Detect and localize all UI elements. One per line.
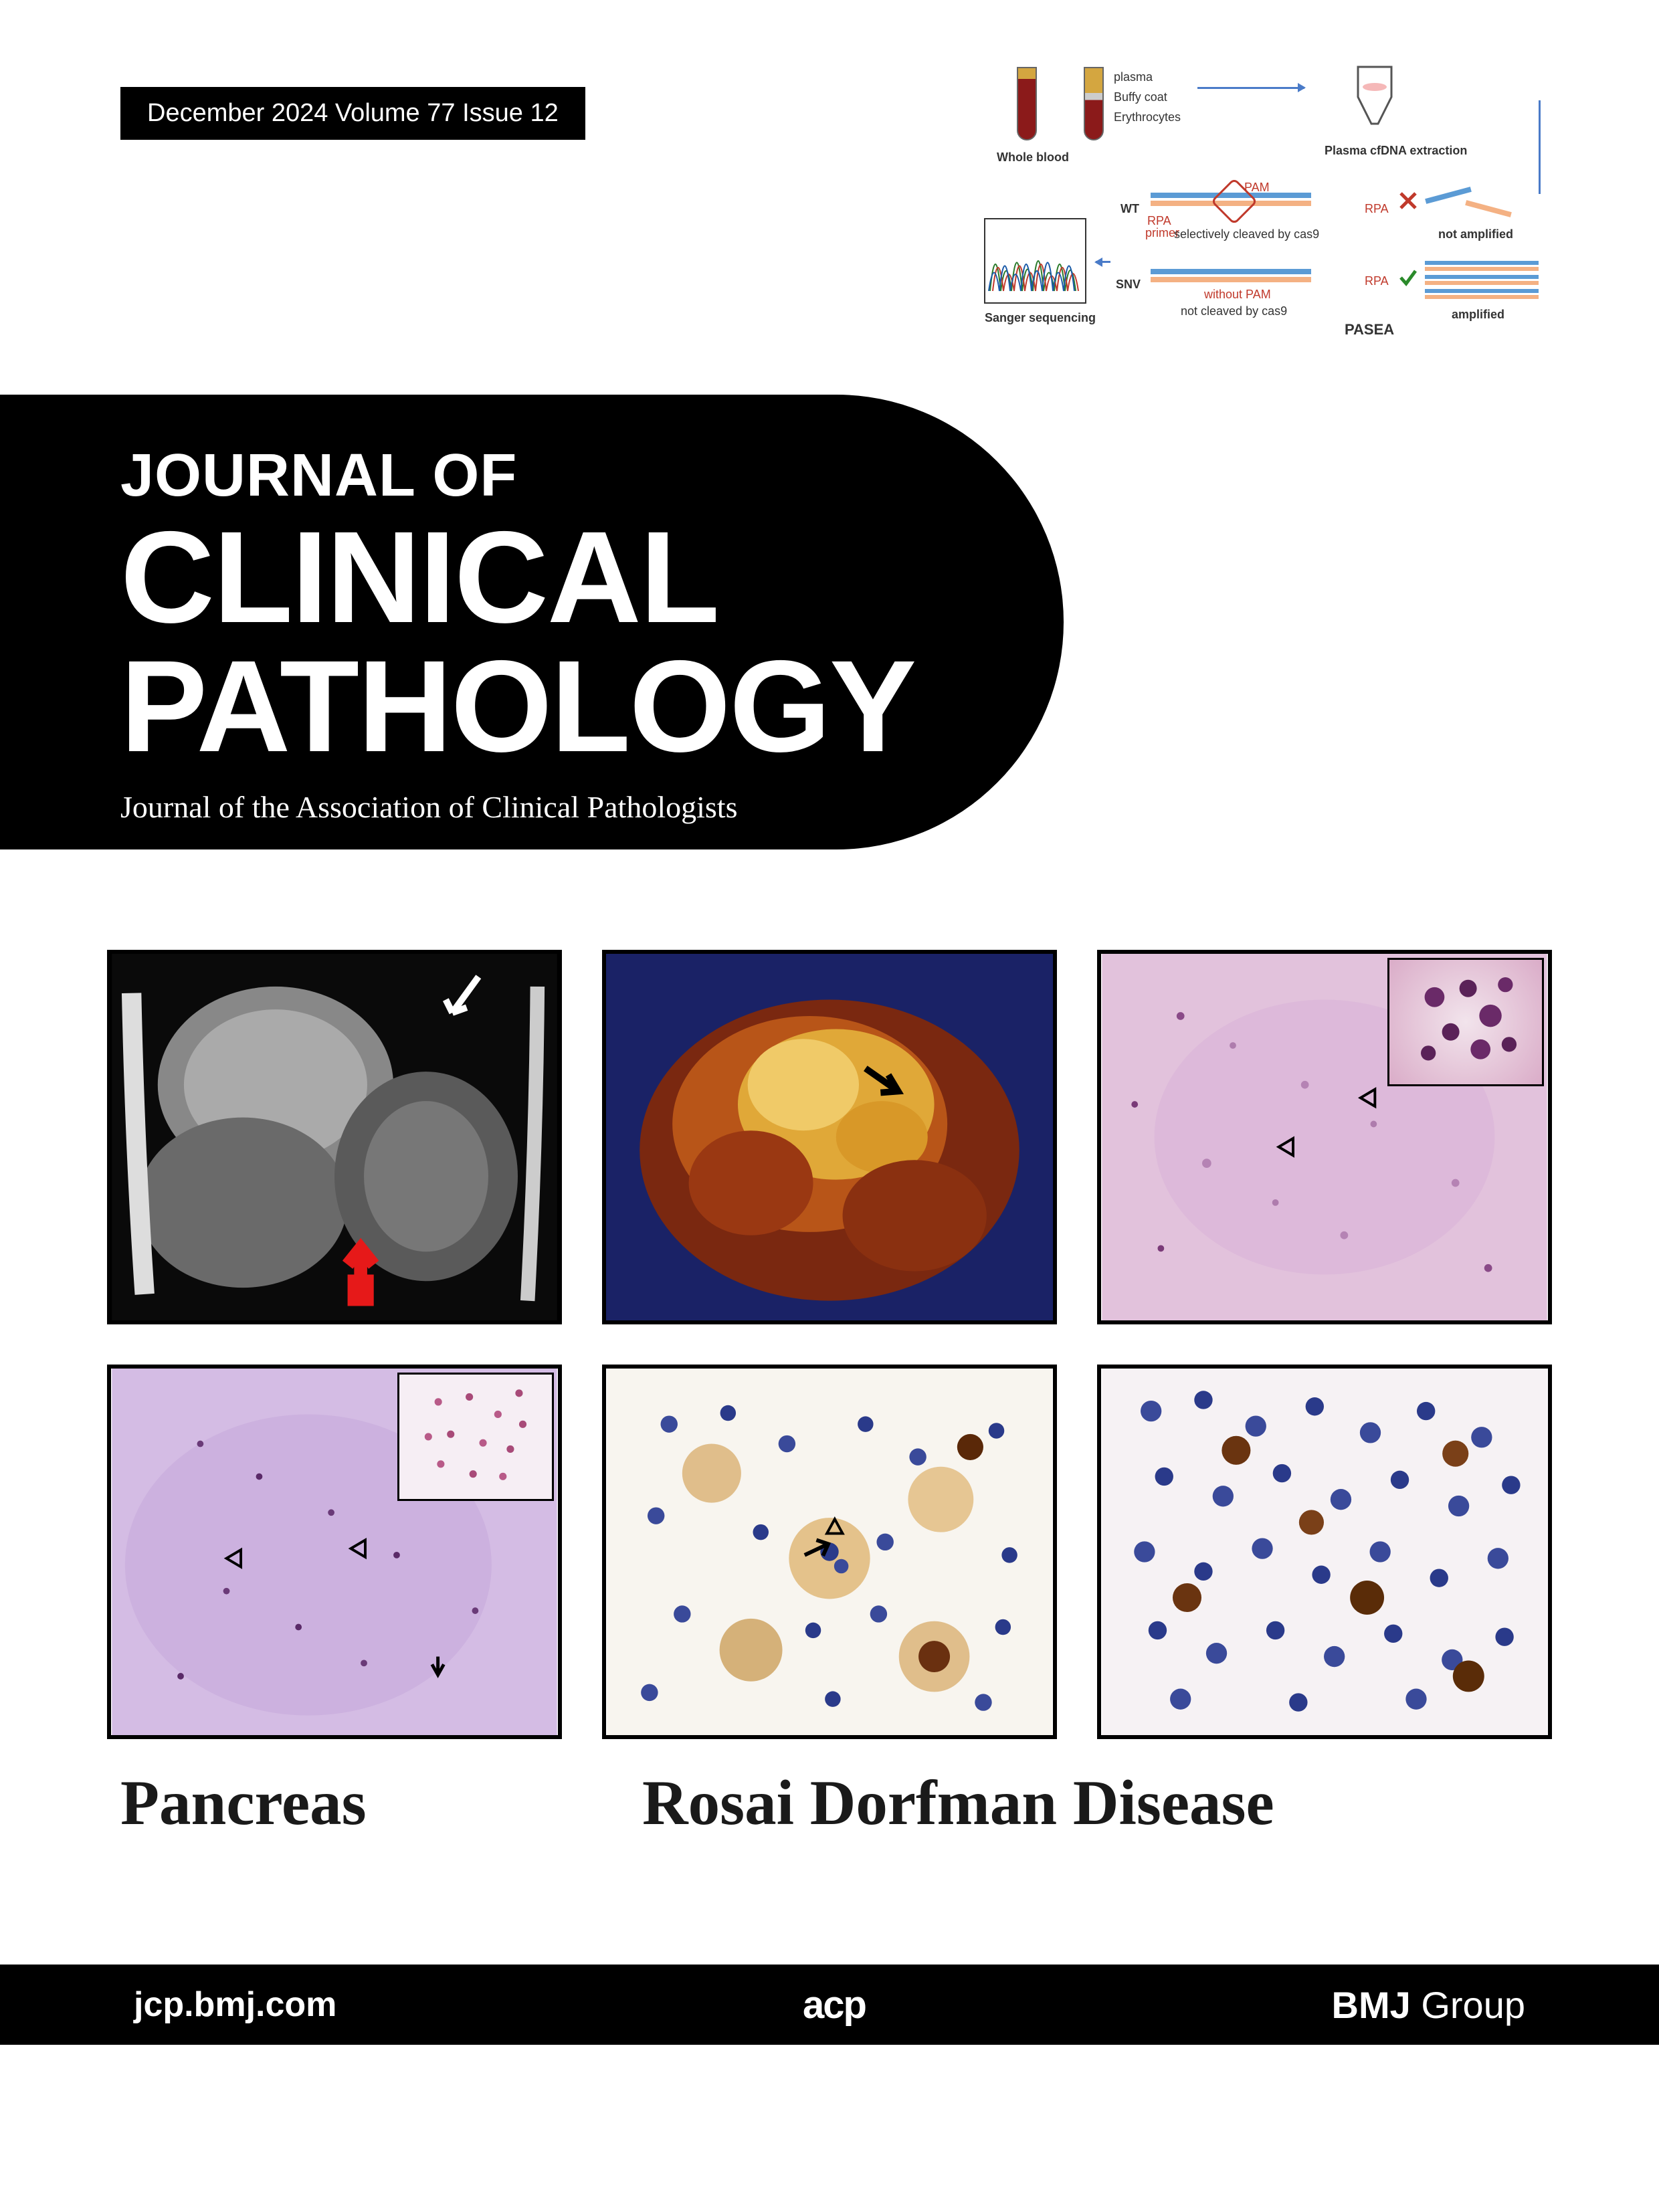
arrow-back-icon: [1096, 261, 1110, 263]
label-not-amplified: not amplified: [1438, 227, 1513, 241]
label-rpa-3: RPA: [1365, 274, 1389, 288]
title-main-2: PATHOLOGY: [120, 645, 963, 769]
ct-scan-illustration: [111, 954, 558, 1320]
eppendorf-icon: [1345, 60, 1405, 134]
inset-1-illustration: [1389, 960, 1542, 1084]
ihc-2-illustration: [1101, 1369, 1548, 1735]
label-cleaved: selectively cleaved by cas9: [1174, 227, 1319, 241]
panel-histology-1: [1097, 950, 1552, 1324]
label-whole-blood: Whole blood: [997, 150, 1069, 165]
footer-bar: jcp.bmj.com acp BMJ Group: [0, 1965, 1659, 2045]
sanger-chromatogram-icon: [983, 217, 1087, 304]
title-prefix: JOURNAL OF: [120, 441, 963, 510]
bmj-light: Group: [1411, 1984, 1525, 2026]
blood-tube-icon: [1017, 67, 1037, 140]
inset-2-illustration: [399, 1375, 552, 1499]
label-pasea: PASEA: [1345, 321, 1394, 338]
separated-tube-icon: [1084, 67, 1104, 140]
journal-title-block: JOURNAL OF CLINICAL PATHOLOGY Journal of…: [0, 395, 1064, 849]
label-pam: PAM: [1244, 181, 1270, 195]
label-not-cleaved: not cleaved by cas9: [1181, 304, 1287, 318]
label-without-pam: without PAM: [1204, 288, 1271, 302]
figure-grid: [107, 950, 1552, 1739]
label-sanger: Sanger sequencing: [985, 311, 1096, 325]
label-wt: WT: [1120, 202, 1139, 216]
gross-specimen-illustration: [606, 954, 1053, 1320]
panel-ihc-2: [1097, 1365, 1552, 1739]
panel-histology-2: [107, 1365, 562, 1739]
check-mark-icon: [1398, 268, 1418, 291]
footer-url: jcp.bmj.com: [134, 1985, 336, 2025]
bmj-bold: BMJ: [1332, 1984, 1411, 2026]
workflow-diagram: Whole blood plasma Buffy coat Erythrocyt…: [970, 47, 1572, 381]
journal-subtitle: Journal of the Association of Clinical P…: [120, 789, 963, 825]
label-extraction: Plasma cfDNA extraction: [1325, 144, 1467, 158]
arrow-vertical-icon: [1539, 100, 1541, 194]
title-main-1: CLINICAL: [120, 516, 963, 639]
dna-frag-icon: [1425, 193, 1525, 211]
acp-logo: acp: [803, 1983, 866, 2027]
caption-rosai-dorfman: Rosai Dorfman Disease: [589, 1766, 1552, 1839]
arrow-icon: [1197, 87, 1304, 89]
label-amplified: amplified: [1452, 308, 1504, 322]
x-mark-icon: [1398, 191, 1418, 214]
panel-ihc-1: [602, 1365, 1057, 1739]
bmj-group-logo: BMJ Group: [1332, 1983, 1525, 2027]
label-snv: SNV: [1116, 278, 1141, 292]
label-eryth: Erythrocytes: [1114, 110, 1181, 124]
panel-histology-1-inset: [1387, 958, 1544, 1086]
ihc-1-illustration: [606, 1369, 1053, 1735]
caption-pancreas: Pancreas: [107, 1766, 589, 1839]
panel-ct-scan: [107, 950, 562, 1324]
label-buffy: Buffy coat: [1114, 90, 1167, 104]
dna-wt-icon: [1151, 193, 1311, 219]
caption-row: Pancreas Rosai Dorfman Disease: [107, 1766, 1552, 1839]
panel-gross-specimen: [602, 950, 1057, 1324]
panel-histology-2-inset: [397, 1373, 554, 1501]
label-plasma: plasma: [1114, 70, 1153, 84]
issue-text: December 2024 Volume 77 Issue 12: [147, 99, 559, 127]
issue-info-badge: December 2024 Volume 77 Issue 12: [120, 87, 585, 140]
label-rpa-2: RPA: [1365, 202, 1389, 216]
dna-amplified-icon: [1425, 261, 1539, 299]
